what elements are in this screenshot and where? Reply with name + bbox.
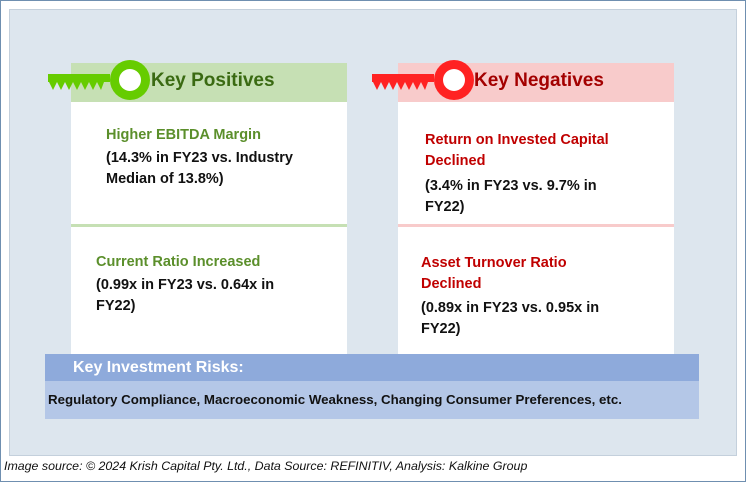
negatives-divider	[398, 224, 674, 227]
risks-text: Regulatory Compliance, Macroeconomic Wea…	[45, 381, 699, 419]
negative-2-detail: (0.89x in FY23 vs. 0.95x in FY22)	[421, 300, 600, 337]
negative-1-detail: (3.4% in FY23 vs. 9.7% in FY22)	[425, 178, 597, 215]
positives-card	[71, 63, 347, 354]
positives-title: Key Positives	[151, 70, 275, 91]
positive-2-title: Current Ratio Increased	[96, 254, 261, 270]
negative-2-title: Asset Turnover Ratio Declined	[421, 255, 567, 292]
negative-1-title: Return on Invested Capital Declined	[425, 132, 609, 169]
image-caption: Image source: © 2024 Krish Capital Pty. …	[4, 459, 528, 473]
green-key-icon	[48, 60, 150, 100]
positives-divider	[71, 224, 347, 227]
positive-1-title: Higher EBITDA Margin	[106, 127, 261, 143]
positive-1-detail: (14.3% in FY23 vs. Industry Median of 13…	[106, 150, 293, 187]
risks-header: Key Investment Risks:	[45, 354, 699, 381]
negatives-card	[398, 63, 674, 354]
negatives-title: Key Negatives	[474, 70, 604, 91]
positive-2-detail: (0.99x in FY23 vs. 0.64x in FY22)	[96, 277, 275, 314]
red-key-icon	[372, 60, 474, 100]
